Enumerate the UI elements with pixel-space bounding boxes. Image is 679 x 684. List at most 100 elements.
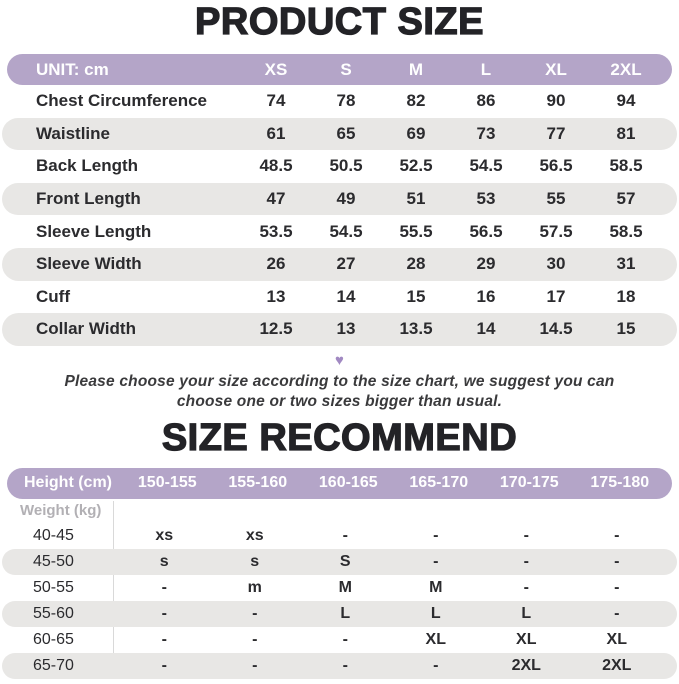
size-column-header: M <box>408 59 424 79</box>
cell-value: 61 <box>266 123 286 143</box>
height-range-header: 160-165 <box>318 474 378 492</box>
cell-value: - <box>252 604 258 622</box>
cell-value: 86 <box>476 91 496 111</box>
cell-value: - <box>433 656 439 674</box>
cell-value: L <box>521 604 532 622</box>
row-label: 45-50 <box>33 552 74 570</box>
size-column-header: S <box>340 59 352 79</box>
row-label: 40-45 <box>33 526 74 544</box>
cell-value: - <box>161 604 167 622</box>
row-label: Sleeve Width <box>36 254 142 274</box>
cell-value: m <box>247 578 262 596</box>
cell-value: 55.5 <box>399 221 433 241</box>
cell-value: 31 <box>616 254 636 274</box>
row-label: 50-55 <box>33 578 74 596</box>
height-range-header: 175-180 <box>590 474 650 492</box>
cell-value: - <box>433 552 439 570</box>
table-row: Collar Width 12.5 13 13.5 14 14.5 15 <box>2 313 677 346</box>
cell-value: 15 <box>616 319 636 339</box>
cell-value: 90 <box>546 91 566 111</box>
product-size-table: UNIT: cm XS S M L XL 2XL Chest Circumfer… <box>0 54 679 346</box>
cell-value: 30 <box>546 254 566 274</box>
table-row: 55-60 - - L L L - <box>2 600 677 627</box>
cell-value: XL <box>425 630 446 648</box>
cell-value: - <box>614 552 620 570</box>
cell-value: M <box>429 578 443 596</box>
cell-value: 2XL <box>602 656 632 674</box>
cell-value: XL <box>516 630 537 648</box>
column-divider-line <box>113 500 114 657</box>
table-row: Cuff 13 14 15 16 17 18 <box>2 281 677 314</box>
height-range-header: 170-175 <box>499 474 559 492</box>
row-label: Back Length <box>36 156 139 176</box>
row-label: Chest Circumference <box>36 91 208 111</box>
cell-value: xs <box>245 526 264 544</box>
height-range-header: 165-170 <box>409 474 469 492</box>
cell-value: xs <box>155 526 174 544</box>
cell-value: 58.5 <box>609 221 643 241</box>
cell-value: - <box>161 630 167 648</box>
cell-value: 51 <box>406 189 426 209</box>
cell-value: 15 <box>406 286 426 306</box>
unit-label: UNIT: cm <box>36 59 109 79</box>
heart-icon: ♥ <box>335 351 344 369</box>
weight-axis-label: Weight (kg) <box>20 501 102 519</box>
row-label: 65-70 <box>33 656 74 674</box>
cell-value: - <box>252 656 258 674</box>
row-label: Collar Width <box>36 319 136 339</box>
table-row: 60-65 - - - XL XL XL <box>2 627 677 653</box>
cell-value: - <box>252 630 258 648</box>
height-axis-label: Height (cm) <box>24 474 112 492</box>
size-column-header: XS <box>264 59 288 79</box>
cell-value: 13 <box>266 286 286 306</box>
table-row: 45-50 s s S - - - <box>2 548 677 575</box>
cell-value: 73 <box>476 123 496 143</box>
cell-value: - <box>614 604 620 622</box>
cell-value: M <box>338 578 352 596</box>
cell-value: 13.5 <box>399 319 433 339</box>
table-row: 40-45 xs xs - - - - <box>2 523 677 549</box>
cell-value: - <box>614 578 620 596</box>
size-recommend-rows: 40-45 xs xs - - - - 45-50 s s S - - - 50… <box>0 523 679 679</box>
size-column-header: 2XL <box>610 59 642 79</box>
cell-value: - <box>342 656 348 674</box>
cell-value: 27 <box>336 254 356 274</box>
cell-value: - <box>161 656 167 674</box>
cell-value: 56.5 <box>539 156 573 176</box>
cell-value: 74 <box>266 91 286 111</box>
cell-value: 69 <box>406 123 426 143</box>
table-row: Chest Circumference 74 78 82 86 90 94 <box>2 85 677 118</box>
cell-value: L <box>430 604 441 622</box>
cell-value: - <box>342 630 348 648</box>
cell-value: - <box>433 526 439 544</box>
cell-value: 2XL <box>511 656 541 674</box>
table-row: Back Length 48.5 50.5 52.5 54.5 56.5 58.… <box>2 150 677 183</box>
cell-value: 77 <box>546 123 566 143</box>
size-column-header: L <box>480 59 492 79</box>
cell-value: 54.5 <box>469 156 503 176</box>
table-row: Waistline 61 65 69 73 77 81 <box>2 117 677 151</box>
cell-value: XL <box>606 630 627 648</box>
table-row: 50-55 - m M M - - <box>2 575 677 601</box>
table-row: Sleeve Width 26 27 28 29 30 31 <box>2 247 677 281</box>
cell-value: 57 <box>616 189 636 209</box>
cell-value: 28 <box>406 254 426 274</box>
cell-value: S <box>339 552 351 570</box>
cell-value: 29 <box>476 254 496 274</box>
size-recommend-header-row: Height (cm) 150-155 155-160 160-165 165-… <box>7 467 672 499</box>
product-size-header-row: UNIT: cm XS S M L XL 2XL <box>7 54 672 85</box>
size-recommend-title: SIZE RECOMMEND <box>161 416 518 459</box>
cell-value: - <box>614 526 620 544</box>
cell-value: - <box>523 526 529 544</box>
cell-value: 82 <box>406 91 426 111</box>
cell-value: 17 <box>546 286 566 306</box>
cell-value: 48.5 <box>259 156 293 176</box>
size-column-header: XL <box>545 59 567 79</box>
cell-value: s <box>250 552 260 570</box>
cell-value: 94 <box>616 91 636 111</box>
table-row: Front Length 47 49 51 53 55 57 <box>2 182 677 216</box>
cell-value: 57.5 <box>539 221 573 241</box>
cell-value: 47 <box>266 189 286 209</box>
cell-value: 12.5 <box>259 319 293 339</box>
